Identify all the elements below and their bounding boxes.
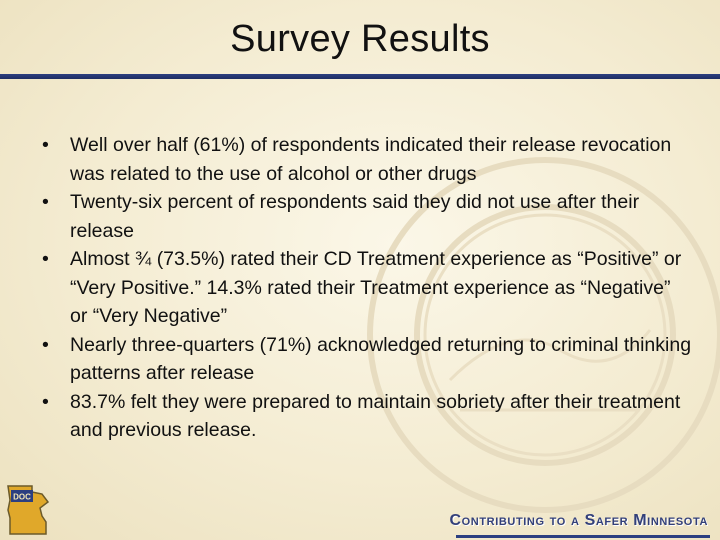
bullet-text: Well over half (61%) of respondents indi…: [70, 134, 672, 185]
footer-underline: [456, 535, 710, 538]
slide-header: Survey Results: [0, 0, 720, 79]
bullet-text: Nearly three-quarters (71%) acknowledged…: [70, 333, 692, 385]
slide-title: Survey Results: [230, 18, 490, 60]
bullet-item: • Well over half (61%) of respondents ind…: [42, 131, 692, 188]
bullet-text: Twenty-six percent of respondents said t…: [70, 191, 640, 242]
slide-footer: DOC: [0, 478, 720, 540]
bullet-item: • 83.7% felt they were prepared to mainta…: [42, 388, 692, 445]
bullet-text: 83.7% felt they were prepared to maintai…: [70, 390, 681, 442]
bullet-marker: •: [42, 134, 49, 156]
logo-text: DOC: [13, 493, 31, 502]
bullet-item: • Almost ¾ (73.5%) rated their CD Treatme…: [42, 245, 692, 331]
bullet-list: • Well over half (61%) of respondents ind…: [42, 131, 692, 445]
bullet-marker: •: [42, 191, 49, 213]
bullet-marker: •: [42, 390, 49, 413]
title-underline: [0, 74, 720, 79]
minnesota-doc-logo-icon: DOC: [7, 485, 50, 535]
bullet-text: Almost ¾ (73.5%) rated their CD Treatmen…: [70, 248, 682, 327]
footer-tagline: Contributing to a Safer Minnesota: [449, 512, 708, 529]
bullet-item: • Nearly three-quarters (71%) acknowledge…: [42, 331, 692, 388]
bullet-marker: •: [42, 333, 49, 356]
bullet-item: • Twenty-six percent of respondents said …: [42, 188, 692, 245]
bullet-marker: •: [42, 248, 49, 270]
